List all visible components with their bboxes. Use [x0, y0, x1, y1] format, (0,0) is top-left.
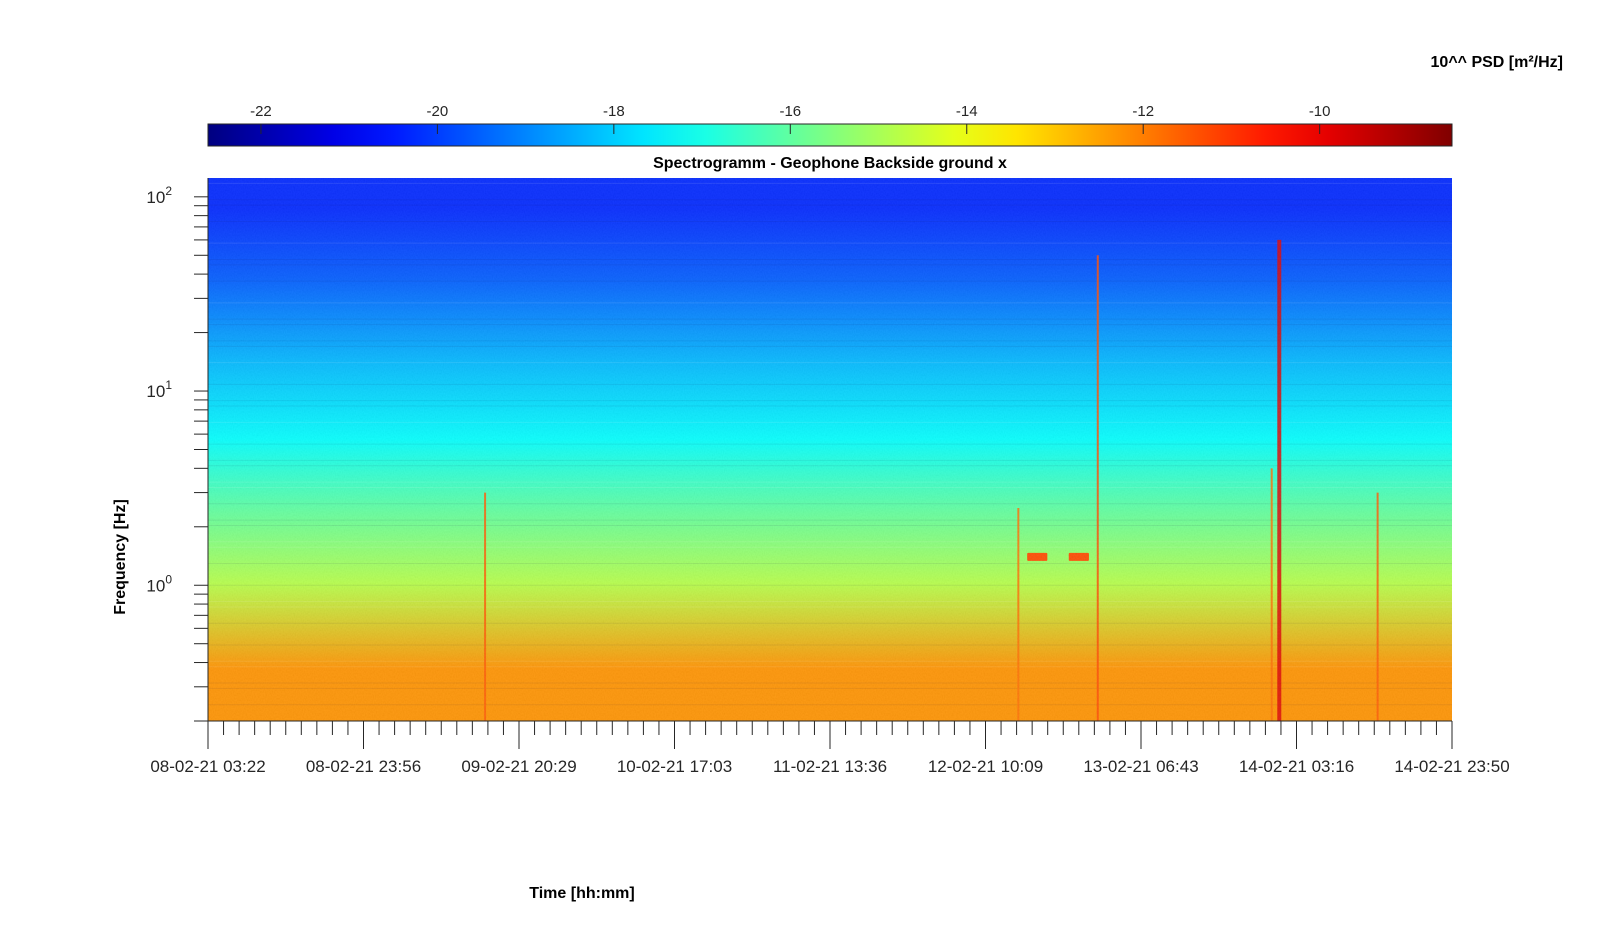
- colorbar-gradient: [208, 124, 1452, 146]
- y-tick-label: 102: [146, 184, 172, 207]
- colorbar-frame: [207, 123, 1453, 147]
- x-axis-label: Time [hh:mm]: [529, 885, 634, 902]
- x-tick-label: 09-02-21 20:29: [461, 757, 576, 776]
- y-axis-label: Frequency [Hz]: [112, 499, 129, 615]
- y-tick-label: 101: [146, 378, 172, 401]
- colorbar-tick-label: -20: [427, 103, 449, 120]
- x-axis: 08-02-21 03:22 08-02-21 23:56 09-02-21 20:…: [150, 720, 1510, 776]
- x-tick-label: 14-02-21 23:50: [1394, 757, 1509, 776]
- x-tick-label: 11-02-21 13:36: [773, 757, 887, 776]
- x-tick-label: 08-02-21 23:56: [306, 757, 421, 776]
- colorbar-tick-label: -12: [1132, 103, 1154, 120]
- colorbar-tick-label: -14: [956, 103, 978, 120]
- heatmap-grain: [208, 178, 1452, 721]
- colorbar-tick-label: -18: [603, 103, 625, 120]
- x-tick-label: 14-02-21 03:16: [1239, 757, 1354, 776]
- chart-title: Spectrogramm - Geophone Backside ground …: [653, 155, 1007, 172]
- colorbar-tick-label: -16: [779, 103, 801, 120]
- x-tick-label: 10-02-21 17:03: [617, 757, 732, 776]
- x-tick-label: 08-02-21 03:22: [150, 757, 265, 776]
- x-tick-label: 12-02-21 10:09: [928, 757, 1043, 776]
- y-axis: 100 101 102: [146, 178, 209, 722]
- colorbar-tick-label: -10: [1309, 103, 1331, 120]
- colorbar-ticks: -22 -20 -18 -16 -14 -12 -10: [250, 103, 1331, 134]
- colorbar-label: 10^^ PSD [m²/Hz]: [1431, 54, 1563, 71]
- heatmap-area: [208, 178, 1452, 721]
- colorbar-tick-label: -22: [250, 103, 272, 120]
- y-tick-label: 100: [146, 572, 172, 595]
- x-tick-label: 13-02-21 06:43: [1083, 757, 1198, 776]
- colorbar: -22 -20 -18 -16 -14 -12 -10 10^^ PSD [m²/Hz]: [207, 54, 1563, 147]
